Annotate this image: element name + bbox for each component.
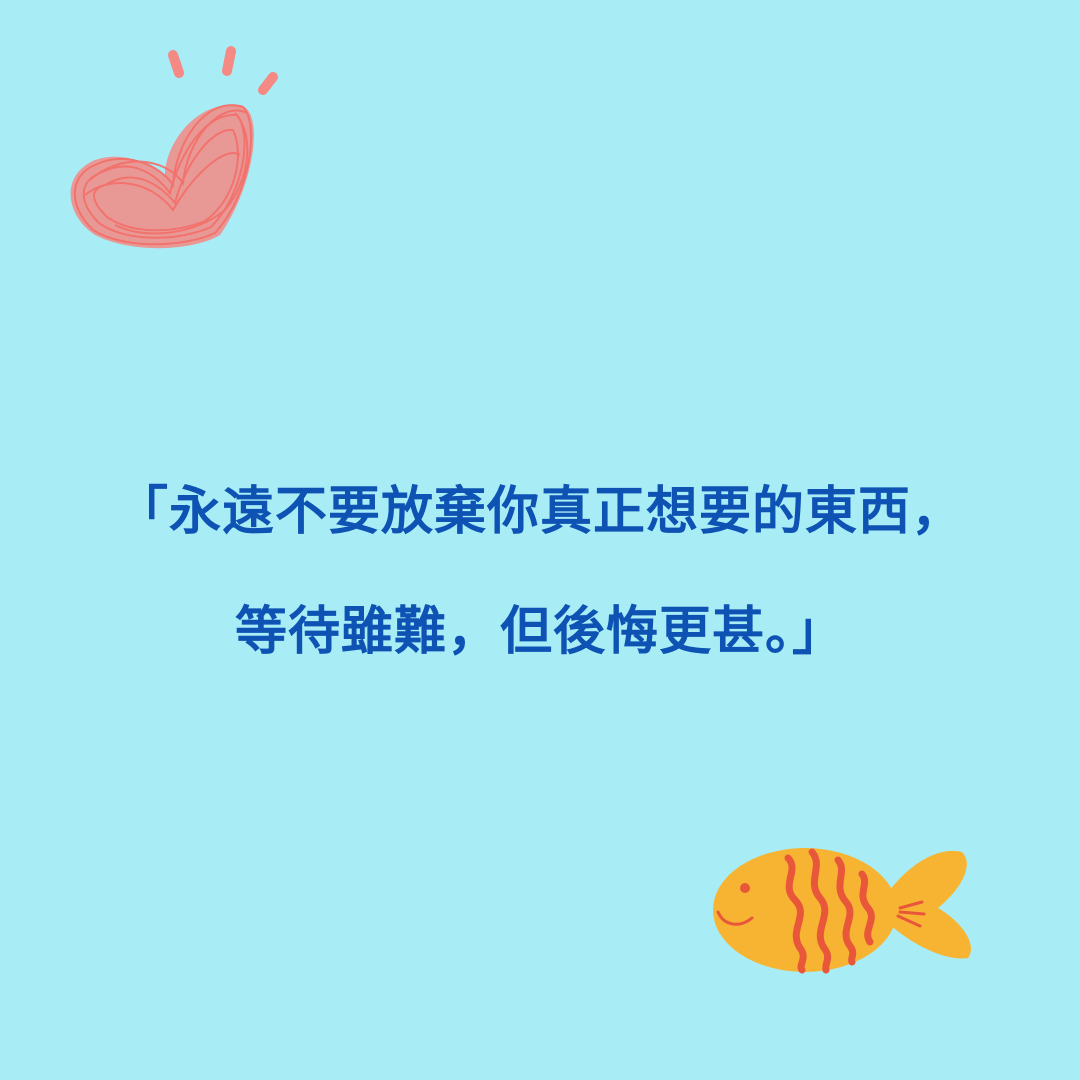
fish-doodle-icon bbox=[713, 848, 972, 974]
quote-text: 「永遠不要放棄你真正想要的東西， 等待雖難，但後悔更甚。」 bbox=[0, 452, 1080, 692]
heart-doodle-icon bbox=[70, 46, 278, 249]
quote-line-1: 「永遠不要放棄你真正想要的東西， bbox=[115, 482, 964, 542]
quote-line-2: 等待雖難，但後悔更甚。」 bbox=[234, 602, 845, 662]
